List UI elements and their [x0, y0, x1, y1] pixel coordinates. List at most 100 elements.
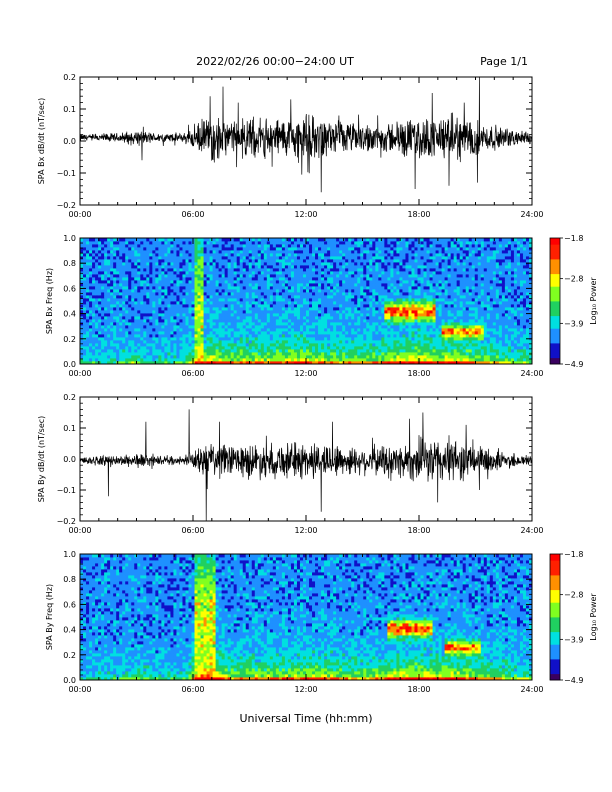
spectrogram-cell [284, 343, 289, 347]
spectrogram-cell [369, 346, 373, 350]
spectrogram-cell [137, 304, 141, 308]
spectrogram-cell [230, 334, 235, 338]
spectrogram-cell [188, 319, 192, 323]
spectrogram-cell [113, 301, 117, 305]
spectrogram-cell [125, 301, 129, 305]
spectrogram-cell [116, 271, 120, 275]
spectrogram-cell [110, 358, 114, 362]
spectrogram-cell [483, 361, 488, 365]
spectrogram-cell [254, 319, 259, 323]
spectrogram-cell [236, 316, 241, 320]
spectrogram-cell [287, 319, 292, 323]
spectrogram-cell [242, 265, 247, 269]
spectrogram-cell [158, 310, 162, 314]
spectrogram-cell [309, 337, 313, 341]
spectrogram-cell [176, 304, 180, 308]
spectrogram-cell [116, 289, 120, 293]
spectrogram-cell [459, 280, 464, 284]
spectrogram-cell [101, 310, 105, 314]
spectrogram-cell [143, 331, 147, 335]
spectrogram-cell [414, 319, 418, 323]
spectrogram-cell [489, 280, 494, 284]
spectrogram-cell [269, 289, 274, 293]
spectrogram-cell [516, 355, 521, 359]
spectrogram-cell [471, 322, 476, 326]
spectrogram-cell [89, 301, 93, 305]
spectrogram-cell [263, 274, 268, 278]
spectrogram-cell [441, 316, 446, 320]
spectrogram-cell [525, 319, 530, 323]
spectrogram-cell [95, 346, 99, 350]
spectrogram-cell [155, 265, 159, 269]
spectrogram-cell [504, 355, 509, 359]
spectrogram-cell [209, 352, 213, 356]
spectrogram-cell [414, 361, 418, 365]
spectrogram-cell [513, 316, 518, 320]
spectrogram-cell [441, 295, 446, 299]
spectrogram-cell [453, 301, 458, 305]
spectrogram-cell [423, 322, 427, 326]
spectrogram-cell [110, 361, 114, 365]
spectrogram-cell [408, 271, 412, 275]
spectrogram-cell [125, 310, 129, 314]
spectrogram-cell [405, 334, 409, 338]
spectrogram-cell [381, 319, 385, 323]
spectrogram-cell [387, 355, 391, 359]
spectrogram-cell [254, 334, 259, 338]
spectrogram-cell [387, 322, 391, 326]
spectrogram-cell [450, 331, 455, 335]
spectrogram-cell [107, 340, 111, 344]
spectrogram-cell [489, 286, 494, 290]
spectrogram-cell [381, 307, 385, 311]
spectrogram-cell [245, 325, 250, 329]
spectrogram-cell [465, 274, 470, 278]
spectrogram-cell [345, 280, 349, 284]
spectrogram-cell [248, 316, 253, 320]
spectrogram-cell [501, 316, 506, 320]
spectrogram-cell [203, 265, 207, 269]
spectrogram-cell [83, 271, 87, 275]
spectrogram-cell [471, 292, 476, 296]
spectrogram-cell [107, 295, 111, 299]
spectrogram-cell [269, 298, 274, 302]
spectrogram-cell [432, 328, 436, 332]
spectrogram-cell [128, 268, 132, 272]
spectrogram-cell [519, 307, 524, 311]
spectrogram-cell [104, 322, 108, 326]
spectrogram-cell [230, 316, 235, 320]
spectrogram-cell [318, 268, 322, 272]
spectrogram-cell [113, 310, 117, 314]
spectrogram-cell [158, 334, 162, 338]
spectrogram-cell [354, 292, 358, 296]
spectrogram-cell [128, 325, 132, 329]
spectrogram-cell [312, 346, 316, 350]
spectrogram-cell [498, 358, 503, 362]
spectrogram-cell [306, 343, 310, 347]
spectrogram-cell [119, 313, 123, 317]
spectrogram-cell [302, 349, 307, 353]
spectrogram-cell [164, 274, 168, 278]
spectrogram-cell [453, 280, 458, 284]
spectrogram-cell [182, 271, 186, 275]
spectrogram-cell [251, 346, 256, 350]
spectrogram-cell [242, 346, 247, 350]
spectrogram-cell [360, 310, 364, 314]
spectrogram-cell [486, 361, 491, 365]
spectrogram-cell [486, 280, 491, 284]
spectrogram-cell [296, 277, 301, 281]
spectrogram-cell [309, 346, 313, 350]
spectrogram-cell [471, 289, 476, 293]
spectrogram-cell [281, 334, 286, 338]
spectrogram-cell [393, 286, 397, 290]
spectrogram-cell [444, 355, 449, 359]
spectrogram-cell [336, 313, 340, 317]
spectrogram-cell [510, 298, 515, 302]
spectrogram-cell [396, 280, 400, 284]
spectrogram-cell [372, 340, 376, 344]
spectrogram-cell [396, 328, 400, 332]
spectrogram-cell [182, 334, 186, 338]
spectrogram-cell [89, 328, 93, 332]
spectrogram-cell [173, 298, 177, 302]
spectrogram-cell [89, 322, 93, 326]
spectrogram-cell [125, 358, 129, 362]
